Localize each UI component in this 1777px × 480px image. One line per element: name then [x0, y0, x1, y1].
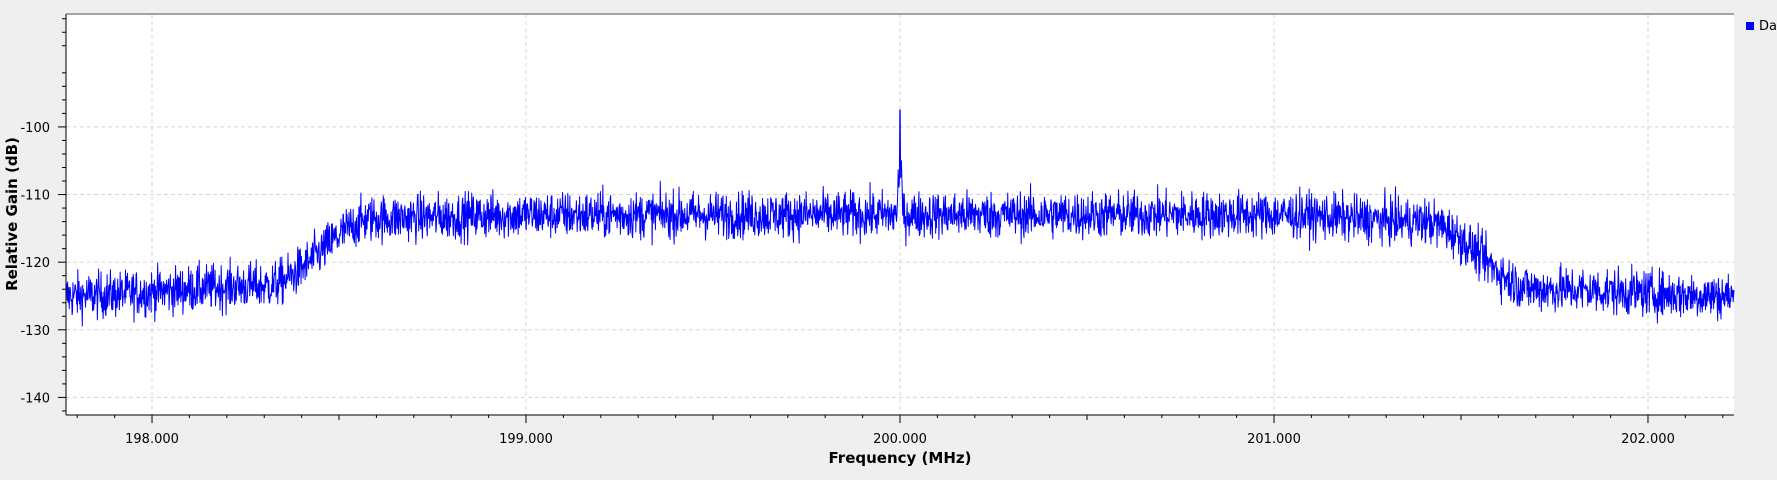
x-axis-title: Frequency (MHz)	[829, 449, 972, 467]
x-tick-label: 201.000	[1247, 432, 1301, 447]
x-tick-label: 198.000	[125, 432, 179, 447]
x-tick-label: 202.000	[1621, 432, 1675, 447]
y-axis-title: Relative Gain (dB)	[3, 137, 21, 291]
y-axis-tick-labels: -100 -110 -120 -130 -140	[20, 121, 50, 406]
x-tick-label: 200.000	[873, 432, 927, 447]
legend-label: Da	[1759, 19, 1777, 34]
legend-swatch	[1746, 22, 1754, 30]
y-tick-label: -130	[20, 324, 50, 339]
x-tick-label: 199.000	[499, 432, 553, 447]
plot-area	[66, 14, 1734, 415]
x-axis-tick-labels: 198.000 199.000 200.000 201.000 202.000	[125, 432, 1675, 447]
y-tick-label: -110	[20, 189, 50, 204]
y-tick-label: -120	[20, 256, 50, 271]
y-axis-ticks	[58, 18, 66, 412]
y-tick-label: -100	[20, 121, 50, 136]
legend: Da	[1746, 19, 1777, 34]
x-axis-ticks	[76, 415, 1724, 423]
y-tick-label: -140	[20, 391, 50, 406]
series-line	[65, 109, 1735, 327]
